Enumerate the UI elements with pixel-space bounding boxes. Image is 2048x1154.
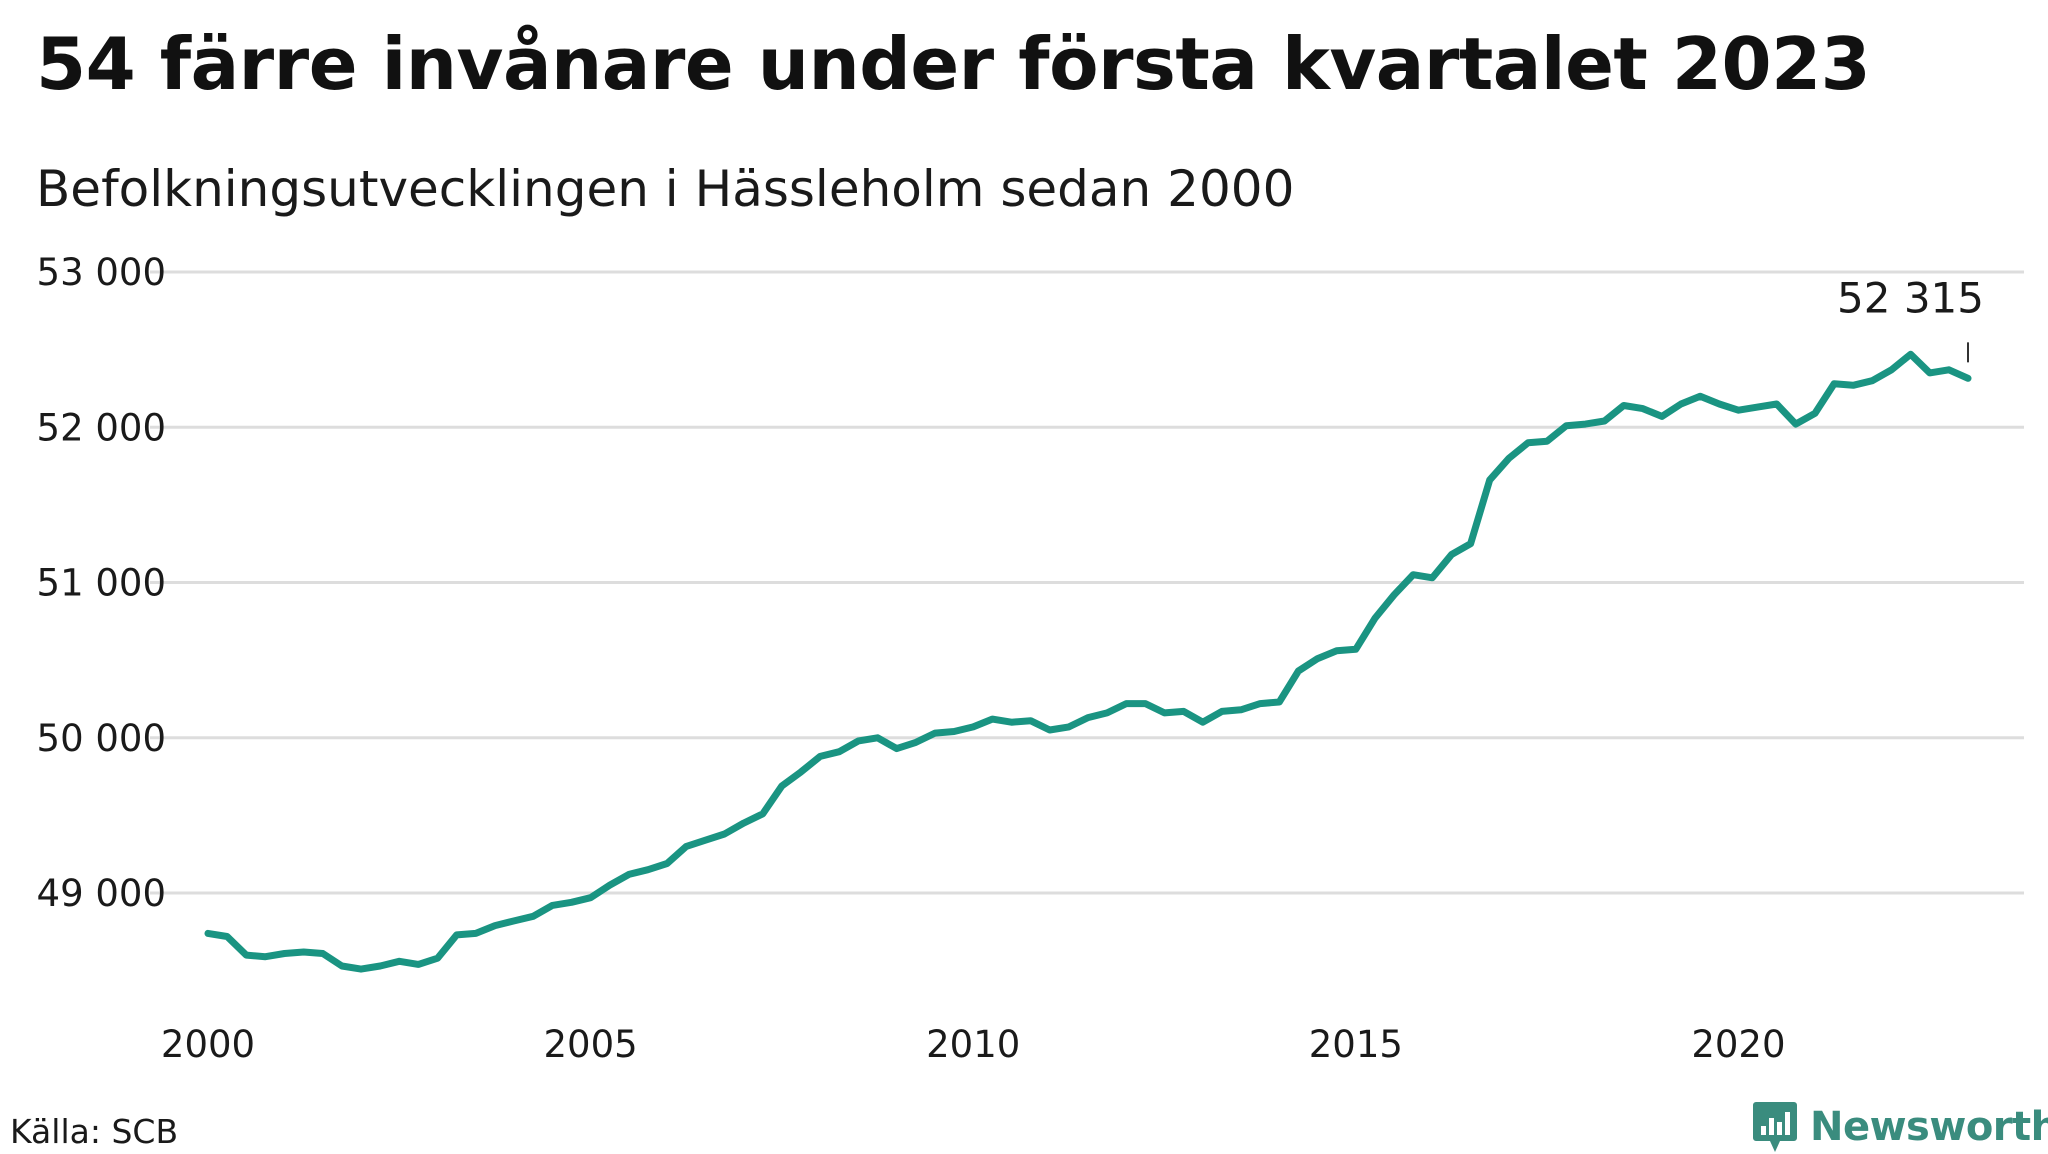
- x-tick-label: 2020: [1691, 1023, 1785, 1066]
- x-tick-label: 2015: [1309, 1023, 1403, 1066]
- newsworthy-logo-icon: [1753, 1102, 1797, 1152]
- brand-logo: Newsworthy: [1752, 1100, 2048, 1154]
- source-note: Källa: SCB: [10, 1112, 179, 1151]
- chart-subtitle: Befolkningsutvecklingen i Hässleholm sed…: [36, 160, 1295, 218]
- x-axis-tick-labels: 2000 2005 2010 2015 2020: [161, 1023, 1786, 1066]
- series-group: [204, 350, 1972, 973]
- x-tick-label: 2000: [161, 1023, 255, 1066]
- y-tick-label: 49 000: [37, 872, 166, 915]
- end-value-label: 52 315: [1837, 273, 1984, 322]
- gridlines: [150, 270, 2024, 895]
- x-tick-label: 2010: [926, 1023, 1020, 1066]
- brand-name: Newsworthy: [1810, 1104, 2048, 1150]
- y-tick-label: 52 000: [37, 406, 166, 449]
- y-tick-label: 50 000: [37, 717, 166, 760]
- y-tick-label: 51 000: [37, 562, 166, 605]
- y-tick-label: 53 000: [37, 251, 166, 294]
- y-axis-tick-labels: 49 000 50 000 51 000 52 000 53 000: [37, 251, 166, 915]
- chart-title: 54 färre invånare under första kvartalet…: [36, 22, 1871, 106]
- x-tick-label: 2005: [544, 1023, 638, 1066]
- series-line: [204, 350, 1972, 973]
- end-annotation: 52 315: [1837, 273, 1984, 363]
